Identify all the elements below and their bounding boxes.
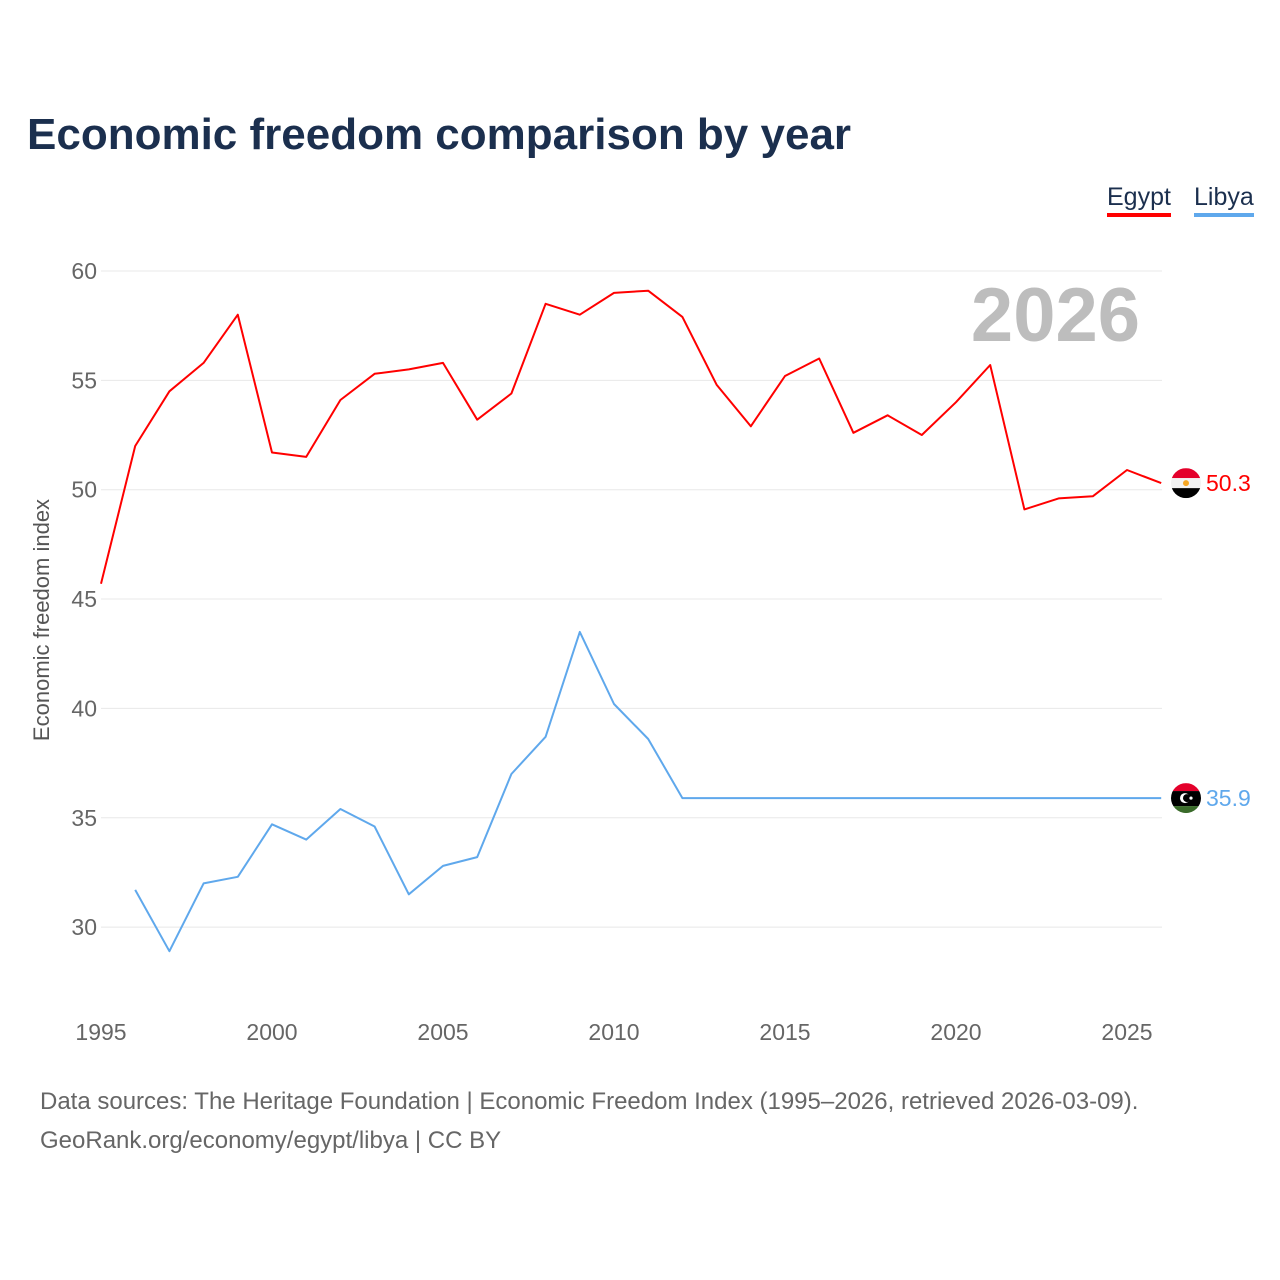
flag-body [1171,468,1201,499]
flag-stripe [1171,468,1201,479]
y-tick-label: 45 [71,586,97,612]
y-tick-label: 60 [71,258,97,284]
chart-title: Economic freedom comparison by year [27,110,852,159]
legend-item-libya[interactable]: Libya [1194,183,1254,217]
flag-stripe [1171,783,1201,792]
x-tick-label: 2020 [930,1019,981,1045]
end-value-label-libya: 35.9 [1206,785,1251,811]
end-value-label-egypt: 50.3 [1206,470,1251,496]
flag-eagle [1183,480,1189,487]
x-tick-label: 2015 [759,1019,810,1045]
flag-crescent-cut [1183,794,1191,803]
y-tick-label: 50 [71,477,97,503]
x-tick-label: 2025 [1101,1019,1152,1045]
data-source-note: Data sources: The Heritage Foundation | … [40,1088,1139,1115]
y-tick-label: 30 [71,914,97,940]
year-watermark: 2026 [970,273,1140,358]
y-tick-label: 35 [71,805,97,831]
x-tick-label: 1995 [75,1019,126,1045]
attribution-note: GeoRank.org/economy/egypt/libya | CC BY [40,1127,502,1154]
egypt-flag-icon [1171,468,1201,499]
series-line-libya [134,630,1162,953]
flag-star [1189,796,1193,800]
legend-item-egypt[interactable]: Egypt [1107,183,1171,217]
flag-stripe [1171,488,1201,499]
flag-body [1171,783,1201,814]
y-tick-label: 40 [71,695,97,721]
series-line-egypt [100,289,1162,584]
libya-flag-icon [1171,783,1201,814]
x-tick-label: 2010 [588,1019,639,1045]
y-tick-label: 55 [71,367,97,393]
flag-stripe [1171,806,1201,814]
x-tick-label: 2000 [246,1019,297,1045]
x-tick-label: 2005 [417,1019,468,1045]
